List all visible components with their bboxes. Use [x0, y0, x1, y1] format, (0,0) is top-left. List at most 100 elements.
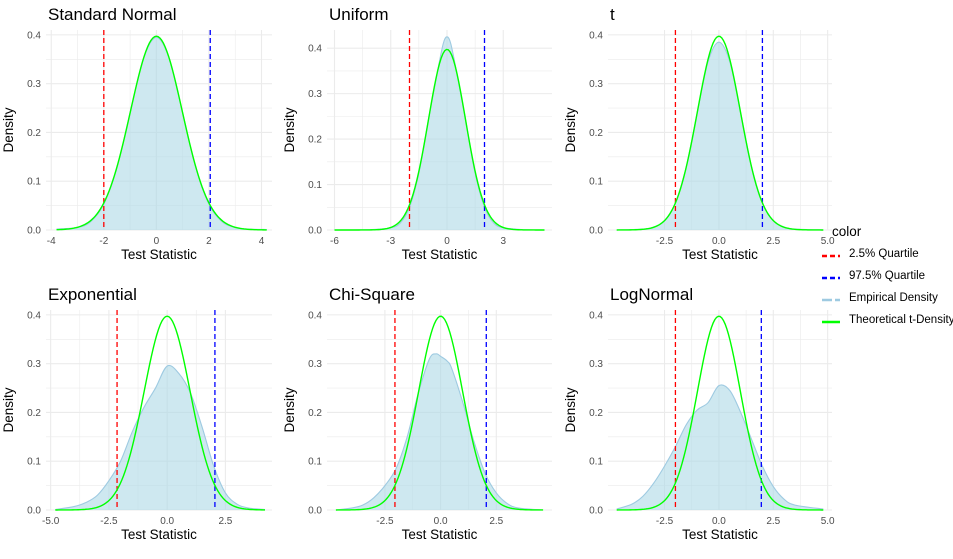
panel-title: Uniform — [329, 5, 389, 24]
legend-key-q975 — [822, 276, 840, 280]
x-tick-label: 4 — [259, 236, 265, 247]
theoretical-density-line — [334, 48, 545, 231]
x-tick-label: -2.5 — [656, 236, 674, 247]
x-tick-label: 0 — [444, 236, 450, 247]
y-tick-label: 0.3 — [308, 89, 322, 100]
x-axis-label: Test Statistic — [402, 247, 478, 262]
x-tick-label: 5.0 — [821, 236, 835, 247]
legend-key-empirical — [822, 298, 840, 302]
x-tick-label: 2.5 — [218, 516, 232, 527]
x-axis-label: Test Statistic — [682, 247, 758, 262]
x-axis-label: Test Statistic — [121, 247, 197, 262]
y-tick-label: 0.0 — [589, 226, 603, 237]
y-tick-label: 0.3 — [589, 79, 603, 90]
y-tick-label: 0.1 — [27, 177, 41, 188]
x-tick-label: 0.0 — [434, 516, 448, 527]
y-axis-label: Density — [1, 107, 16, 152]
panel-lognormal: LogNormal 0.0 0.1 0.2 0.3 0.4 -2.5 0.0 2.5 5.0 Tes… — [563, 285, 835, 542]
y-tick-label: 0.3 — [27, 79, 41, 90]
y-tick-label: 0.4 — [589, 30, 603, 41]
x-tick-label: -5.0 — [42, 516, 60, 527]
legend-label-empirical: Empirical Density — [849, 292, 938, 304]
theoretical-density-line — [335, 315, 544, 511]
y-tick-label: 0.1 — [27, 457, 41, 468]
major-gridlines — [608, 310, 832, 511]
x-tick-label: -6 — [330, 236, 339, 247]
legend-item-q975: 97.5% Quartile — [820, 268, 953, 286]
x-tick-label: 2.5 — [766, 236, 780, 247]
y-tick-label: 0.1 — [308, 180, 322, 191]
x-tick-label: 3 — [500, 236, 506, 247]
x-tick-label: -2.5 — [100, 516, 118, 527]
y-tick-label: 0.2 — [27, 408, 41, 419]
y-tick-label: 0.2 — [308, 135, 322, 146]
theoretical-density-line — [616, 315, 824, 511]
x-tick-label: 0.0 — [712, 236, 726, 247]
x-tick-label: 2 — [206, 236, 212, 247]
legend: color 2.5% Quartile 97.5% Quartile Empir… — [820, 224, 953, 344]
y-axis-label: Density — [282, 107, 297, 152]
empirical-density-area — [616, 42, 824, 231]
panel-title: Chi-Square — [329, 285, 415, 304]
y-tick-label: 0.4 — [589, 310, 603, 321]
major-gridlines — [46, 30, 272, 231]
panel-title: Exponential — [48, 285, 137, 304]
legend-label-theoretical: Theoretical t-Density — [849, 314, 953, 326]
y-tick-label: 0.1 — [589, 177, 603, 188]
empirical-density-area — [55, 365, 266, 510]
y-tick-label: 0.3 — [27, 359, 41, 370]
empirical-density-outline — [335, 353, 544, 511]
y-tick-label: 0.3 — [308, 359, 322, 370]
empirical-density-area — [56, 37, 267, 230]
legend-item-theoretical: Theoretical t-Density — [820, 312, 953, 330]
panel-chi-square: Chi-Square 0.0 0.1 0.2 0.3 0.4 -2.5 0.0 2.5 Test … — [282, 285, 552, 542]
theoretical-density-line — [616, 35, 824, 231]
y-tick-label: 0.2 — [589, 128, 603, 139]
y-tick-label: 0.0 — [589, 506, 603, 517]
panel-t: t 0.0 0.1 0.2 0.3 0.4 -2.5 0.0 2.5 5.0 Test Statis… — [563, 5, 835, 262]
y-tick-label: 0.0 — [308, 506, 322, 517]
empirical-density-outline — [616, 384, 824, 510]
x-tick-label: -2.5 — [376, 516, 394, 527]
x-tick-label: 0.0 — [160, 516, 174, 527]
y-axis-label: Density — [563, 107, 578, 152]
y-tick-label: 0.4 — [27, 310, 41, 321]
y-tick-label: 0.1 — [308, 457, 322, 468]
y-tick-label: 0.0 — [27, 506, 41, 517]
legend-title: color — [832, 224, 862, 239]
x-tick-label: 2.5 — [766, 516, 780, 527]
legend-label-q025: 2.5% Quartile — [849, 248, 919, 260]
y-tick-label: 0.2 — [308, 408, 322, 419]
panel-title: t — [610, 5, 615, 24]
y-tick-label: 0.2 — [27, 128, 41, 139]
x-axis-label: Test Statistic — [682, 527, 758, 542]
x-axis-label: Test Statistic — [402, 527, 478, 542]
legend-label-q975: 97.5% Quartile — [849, 270, 926, 282]
y-axis-label: Density — [282, 387, 297, 432]
y-tick-label: 0.3 — [589, 359, 603, 370]
y-tick-label: 0.4 — [308, 310, 322, 321]
legend-item-q025: 2.5% Quartile — [820, 246, 953, 264]
x-tick-label: -4 — [47, 236, 56, 247]
panel-title: LogNormal — [610, 285, 693, 304]
y-axis-label: Density — [1, 387, 16, 432]
theoretical-density-line — [55, 315, 266, 511]
x-tick-label: -3 — [386, 236, 395, 247]
legend-key-q025 — [822, 254, 840, 258]
panel-standard-normal: Standard Normal 0.0 0.1 0.2 0.3 0.4 -4 -2 0 2 4 Tes… — [1, 5, 272, 262]
panel-exponential: Exponential 0.0 0.1 0.2 0.3 0.4 -5.0 -2.5 0.0 2.5… — [1, 285, 272, 542]
legend-item-empirical: Empirical Density — [820, 290, 953, 308]
x-tick-label: 0 — [154, 236, 160, 247]
empirical-density-outline — [334, 36, 545, 231]
empirical-density-area — [334, 36, 545, 230]
x-axis-label: Test Statistic — [121, 527, 197, 542]
x-tick-label: -2 — [99, 236, 108, 247]
panel-title: Standard Normal — [48, 5, 177, 24]
panel-uniform: Uniform 0.0 0.1 0.2 0.3 0.4 -6 -3 0 3 Test Statist… — [282, 5, 552, 262]
x-tick-label: 5.0 — [821, 516, 835, 527]
y-axis-label: Density — [563, 387, 578, 432]
major-gridlines — [608, 30, 832, 231]
theoretical-density-line — [56, 35, 267, 231]
legend-key-theoretical — [822, 320, 840, 324]
